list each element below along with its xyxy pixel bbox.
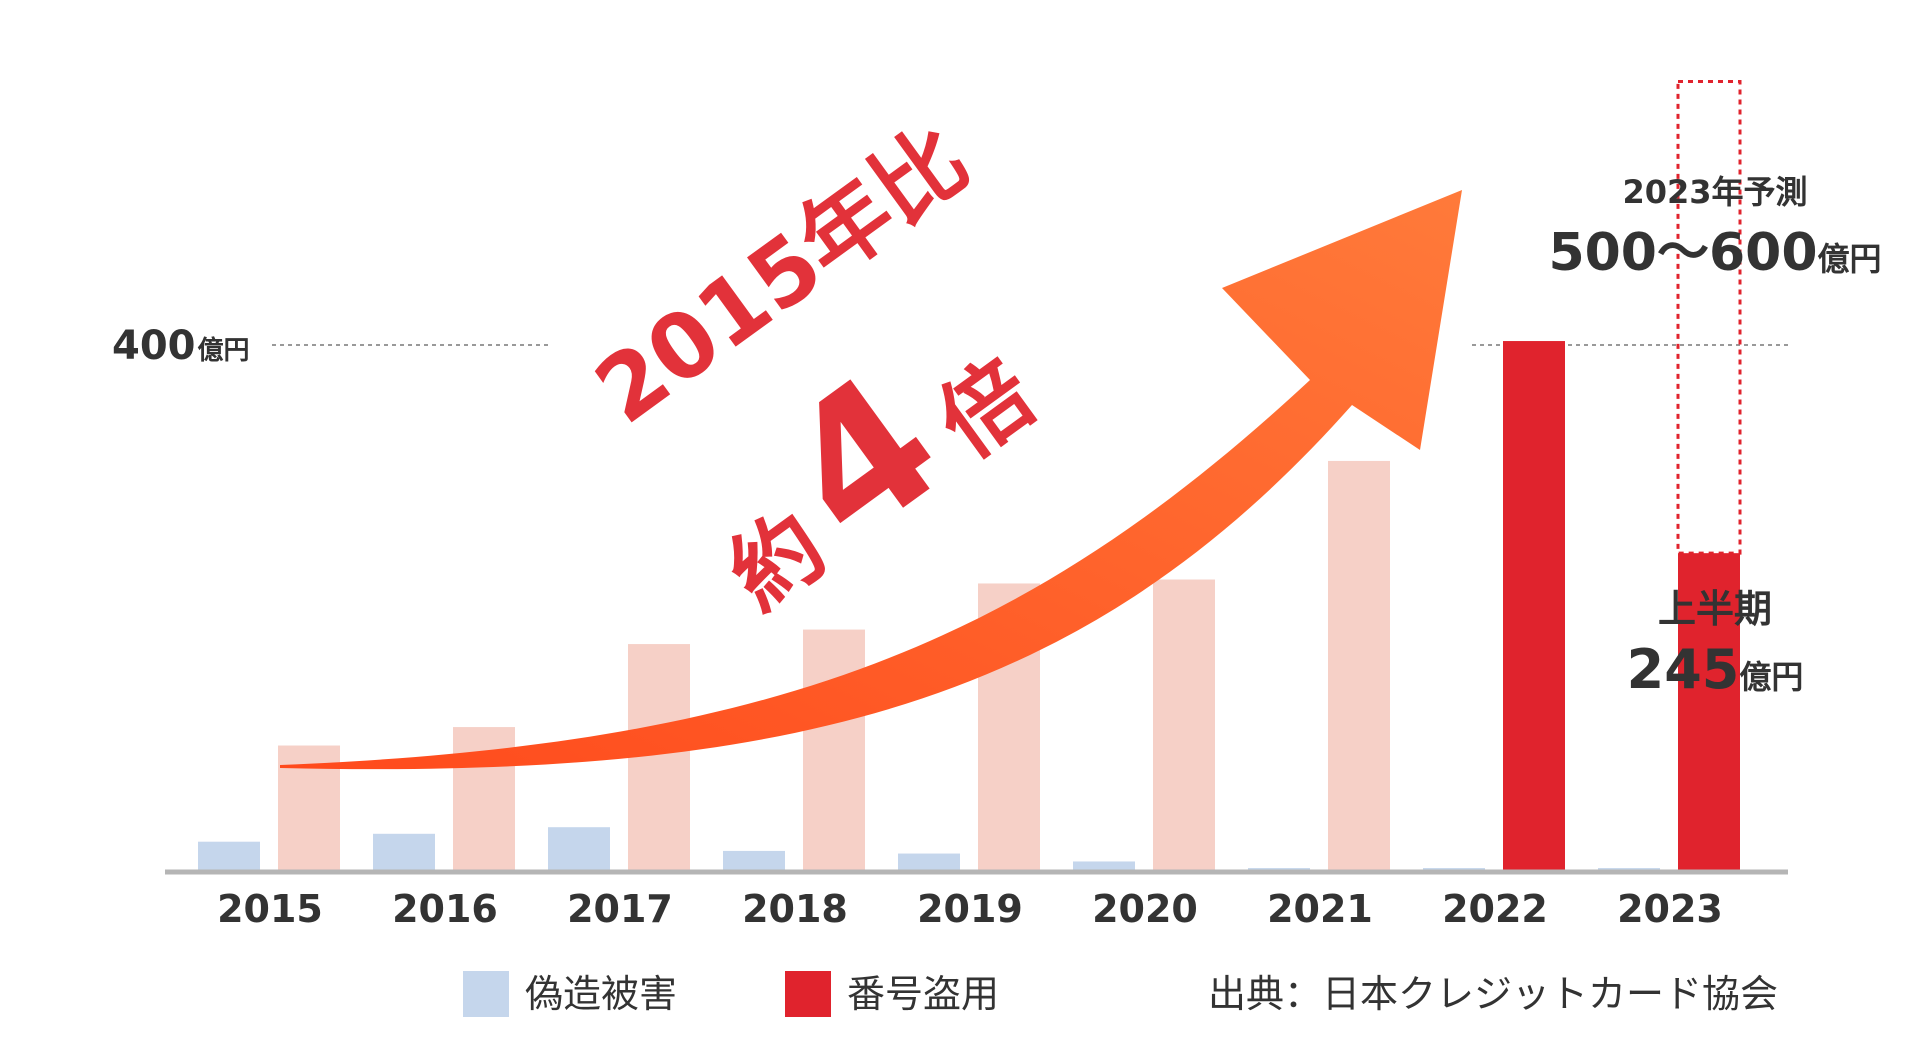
source-note: 出典：日本クレジットカード協会 bbox=[1208, 972, 1778, 1016]
bar-number-theft-2018 bbox=[803, 629, 865, 872]
bar-counterfeit-2018 bbox=[723, 850, 785, 872]
x-tick-2018: 2018 bbox=[742, 887, 848, 931]
bar-counterfeit-2019 bbox=[898, 853, 960, 872]
bar-counterfeit-2020 bbox=[1073, 861, 1135, 872]
bar-counterfeit-2015 bbox=[198, 841, 260, 872]
half-year-unit: 億円 bbox=[1739, 658, 1803, 696]
growth-arrow-icon bbox=[280, 190, 1462, 770]
legend: 偽造被害 番号盗用 出典：日本クレジットカード協会 bbox=[463, 971, 1778, 1017]
x-tick-2022: 2022 bbox=[1442, 887, 1548, 931]
bar-counterfeit-2017 bbox=[548, 827, 610, 872]
x-tick-labels: 2015 2016 2017 2018 2019 2020 2021 2022 2023 bbox=[217, 887, 1723, 931]
forecast-title: 2023年予測 bbox=[1622, 173, 1807, 211]
x-tick-2021: 2021 bbox=[1267, 887, 1373, 931]
bar-number-theft-2020 bbox=[1153, 579, 1215, 872]
bars-group bbox=[198, 341, 1740, 872]
legend-label-counterfeit: 偽造被害 bbox=[525, 972, 677, 1016]
bar-number-theft-2021 bbox=[1328, 460, 1390, 872]
legend-swatch-counterfeit bbox=[463, 971, 509, 1017]
reference-label-value: 400 bbox=[112, 323, 196, 369]
half-year-title: 上半期 bbox=[1658, 587, 1772, 631]
half-year-value: 245 bbox=[1627, 638, 1740, 701]
bar-number-theft-2022 bbox=[1503, 341, 1565, 872]
x-tick-2015: 2015 bbox=[217, 887, 323, 931]
x-tick-2017: 2017 bbox=[567, 887, 673, 931]
reference-label-unit: 億円 bbox=[198, 336, 250, 366]
forecast-value: 500～600 bbox=[1548, 223, 1817, 283]
legend-swatch-number-theft bbox=[785, 971, 831, 1017]
reference-label-400: 400億円 bbox=[112, 323, 250, 369]
forecast-range-box bbox=[1676, 80, 1742, 555]
bar-number-theft-2017 bbox=[628, 644, 690, 872]
forecast-unit: 億円 bbox=[1818, 240, 1882, 278]
forecast-value-label: 500～600億円 bbox=[1548, 223, 1881, 283]
bar-counterfeit-2016 bbox=[373, 833, 435, 872]
x-tick-2023: 2023 bbox=[1617, 887, 1723, 931]
x-tick-2019: 2019 bbox=[917, 887, 1023, 931]
x-tick-2016: 2016 bbox=[392, 887, 498, 931]
x-tick-2020: 2020 bbox=[1092, 887, 1198, 931]
bar-number-theft-2023 bbox=[1678, 553, 1740, 872]
half-year-value-label: 245億円 bbox=[1627, 638, 1804, 701]
legend-label-number-theft: 番号盗用 bbox=[847, 972, 999, 1016]
